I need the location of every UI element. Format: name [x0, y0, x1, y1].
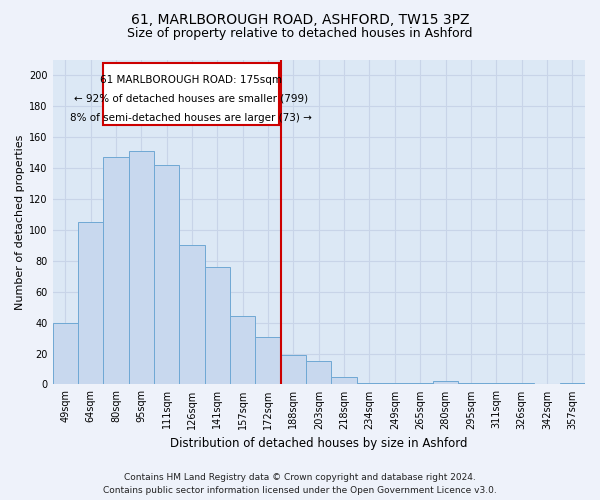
Bar [458, 383, 484, 384]
Bar [509, 383, 534, 384]
Bar [103, 158, 128, 384]
Bar [230, 316, 256, 384]
Bar [179, 246, 205, 384]
Bar [382, 383, 407, 384]
Bar [256, 336, 281, 384]
Bar [306, 362, 331, 384]
Bar [407, 383, 433, 384]
Bar [154, 165, 179, 384]
Text: 61, MARLBOROUGH ROAD, ASHFORD, TW15 3PZ: 61, MARLBOROUGH ROAD, ASHFORD, TW15 3PZ [131, 12, 469, 26]
Text: ← 92% of detached houses are smaller (799): ← 92% of detached houses are smaller (79… [74, 94, 308, 104]
Bar [53, 322, 78, 384]
Bar [205, 267, 230, 384]
Bar [357, 383, 382, 384]
FancyBboxPatch shape [103, 63, 280, 125]
Text: Contains HM Land Registry data © Crown copyright and database right 2024.
Contai: Contains HM Land Registry data © Crown c… [103, 474, 497, 495]
Bar [78, 222, 103, 384]
Bar [433, 382, 458, 384]
Bar [560, 383, 585, 384]
Text: 61 MARLBOROUGH ROAD: 175sqm: 61 MARLBOROUGH ROAD: 175sqm [100, 76, 283, 86]
X-axis label: Distribution of detached houses by size in Ashford: Distribution of detached houses by size … [170, 437, 467, 450]
Bar [128, 151, 154, 384]
Bar [281, 355, 306, 384]
Text: 8% of semi-detached houses are larger (73) →: 8% of semi-detached houses are larger (7… [70, 112, 312, 122]
Y-axis label: Number of detached properties: Number of detached properties [15, 134, 25, 310]
Bar [484, 383, 509, 384]
Bar [331, 376, 357, 384]
Text: Size of property relative to detached houses in Ashford: Size of property relative to detached ho… [127, 28, 473, 40]
